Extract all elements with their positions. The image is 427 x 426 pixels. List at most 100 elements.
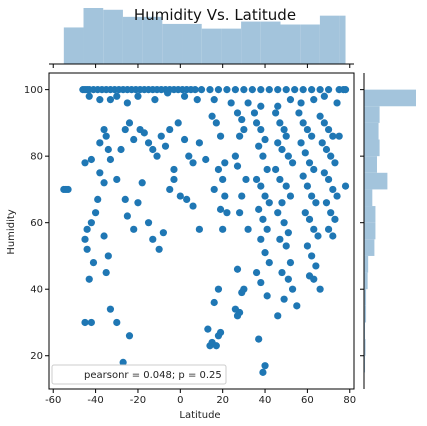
scatter-point — [121, 195, 129, 203]
tick-marks: -60 -40 -20 0 20 40 60 80 20 40 60 80 100 — [24, 64, 364, 406]
scatter-point — [119, 358, 127, 366]
marginal-y-bar — [364, 305, 367, 323]
scatter-point — [257, 235, 265, 243]
scatter-point — [257, 125, 265, 134]
scatter-point — [257, 102, 265, 110]
scatter-point — [274, 139, 282, 147]
y-tick-label: 100 — [24, 85, 43, 96]
scatter-point — [339, 86, 348, 94]
scatter-point — [149, 235, 157, 243]
scatter-point — [106, 155, 115, 164]
scatter-point — [117, 145, 125, 154]
scatter-point — [265, 86, 273, 94]
marginal-y-bar — [364, 206, 376, 223]
scatter-point — [257, 278, 265, 287]
scatter-point — [153, 152, 161, 160]
scatter-point — [331, 215, 339, 223]
scatter-point — [183, 195, 191, 203]
scatter-point — [85, 275, 93, 283]
scatter-point — [278, 145, 286, 154]
scatter-point — [308, 132, 316, 140]
scatter-point — [272, 109, 280, 117]
scatter-point — [250, 109, 259, 117]
scatter-point — [204, 325, 212, 333]
scatter-point — [216, 205, 225, 213]
scatter-point — [324, 86, 333, 94]
axes — [48, 72, 355, 390]
scatter-point — [282, 132, 290, 140]
scatter-point — [89, 259, 98, 267]
scatter-point — [96, 96, 104, 104]
scatter-point — [102, 132, 110, 140]
scatter-point — [308, 86, 316, 94]
scatter-point — [276, 119, 284, 127]
scatter-point — [193, 96, 201, 104]
scatter-point — [320, 92, 328, 100]
scatter-point — [94, 195, 102, 203]
scatter-point — [303, 242, 312, 250]
scatter-point — [223, 209, 231, 217]
scatter-point — [210, 298, 218, 307]
scatter-point — [255, 335, 263, 343]
marginal-x-bar — [142, 16, 163, 64]
scatter-point — [284, 275, 292, 283]
scatter-point — [305, 215, 314, 223]
marginal-x-bar — [339, 15, 346, 64]
scatter-point — [297, 139, 305, 147]
scatter-point — [257, 86, 265, 94]
scatter-point — [278, 199, 286, 207]
scatter-point — [185, 152, 193, 160]
scatter-point — [238, 192, 246, 200]
scatter-point — [102, 268, 110, 277]
scatter-point — [305, 159, 314, 167]
scatter-point — [261, 249, 269, 257]
scatter-point — [274, 312, 282, 320]
scatter-point — [284, 152, 292, 160]
scatter-point — [161, 142, 170, 150]
scatter-point — [100, 125, 108, 134]
scatter-point — [81, 318, 89, 327]
scatter-point — [208, 338, 216, 347]
scatter-point — [291, 86, 299, 94]
plot-frame — [48, 72, 355, 390]
scatter-point — [263, 165, 271, 174]
marginal-y-bar — [364, 172, 388, 190]
x-tick-label: 80 — [343, 395, 356, 406]
marginal-x-bar — [241, 21, 261, 65]
scatter-point — [197, 86, 206, 94]
scatter-point — [206, 86, 214, 94]
marginal-y-bar — [364, 189, 373, 207]
scatter-point — [170, 165, 178, 174]
scatter-point — [85, 92, 93, 100]
scatter-point — [312, 262, 320, 270]
scatter-point — [286, 96, 295, 104]
scatter-point — [276, 175, 284, 184]
scatter-point — [123, 212, 131, 220]
marginal-y-bar — [364, 322, 366, 340]
scatter-point — [316, 86, 324, 94]
scatter-point — [221, 159, 229, 167]
scatter-point — [329, 185, 337, 194]
scatter-point — [96, 169, 104, 177]
scatter-point — [216, 328, 225, 337]
scatter-point — [303, 125, 312, 134]
scatter-point — [320, 119, 328, 127]
scatter-point — [83, 225, 91, 233]
scatter-point — [214, 285, 223, 293]
scatter-point — [227, 99, 235, 107]
marginal-y-bar — [364, 156, 377, 173]
scatter-point — [301, 209, 309, 217]
scatter-point — [335, 132, 343, 140]
scatter-point — [274, 86, 282, 94]
scatter-point — [263, 292, 271, 300]
marginal-x-bar — [201, 28, 222, 65]
scatter-point — [87, 318, 95, 327]
marginal-y-histogram — [363, 73, 416, 389]
scatter-point — [284, 229, 292, 237]
scatter-point — [310, 96, 318, 104]
x-tick-label: -40 — [87, 395, 103, 406]
scatter-point — [170, 175, 178, 184]
marginal-x-bar — [280, 24, 301, 64]
scatter-point — [195, 225, 203, 233]
